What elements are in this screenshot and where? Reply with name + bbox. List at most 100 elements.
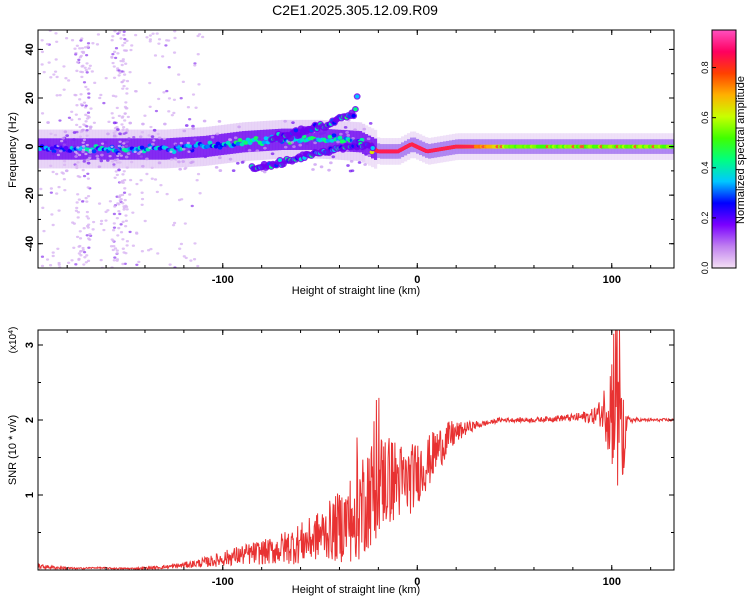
noise-speck xyxy=(162,91,166,94)
chart-title: C2E1.2025.305.12.09.R09 xyxy=(272,2,438,18)
noise-speck xyxy=(203,155,208,159)
noise-speck xyxy=(113,256,117,259)
noise-speck xyxy=(91,220,96,224)
noise-speck xyxy=(115,216,119,220)
noise-speck xyxy=(123,119,127,122)
noise-speck xyxy=(349,159,354,163)
noise-speck xyxy=(124,214,128,217)
noise-speck xyxy=(56,153,61,157)
noise-speck xyxy=(85,200,89,203)
noise-speck xyxy=(119,223,123,226)
band-core xyxy=(325,138,331,143)
noise-speck xyxy=(184,256,188,260)
noise-speck xyxy=(201,35,205,39)
noise-speck xyxy=(148,34,152,37)
snr-x-tick-label: 100 xyxy=(603,576,621,588)
noise-speck xyxy=(153,178,158,181)
noise-speck xyxy=(121,60,125,63)
noise-speck xyxy=(193,242,197,245)
noise-speck xyxy=(128,70,132,74)
band-core xyxy=(263,136,269,141)
noise-speck xyxy=(125,79,130,83)
noise-speck xyxy=(311,168,315,171)
noise-speck xyxy=(124,224,128,228)
snr-x-tick-label: -100 xyxy=(212,576,234,588)
noise-speck xyxy=(122,33,126,37)
noise-speck xyxy=(86,194,91,198)
noise-speck xyxy=(84,85,88,89)
noise-speck xyxy=(137,152,141,155)
noise-speck xyxy=(63,140,68,144)
noise-speck xyxy=(120,123,124,126)
noise-speck xyxy=(75,235,80,239)
noise-speck xyxy=(179,242,184,246)
noise-speck xyxy=(173,30,177,33)
noise-speck xyxy=(150,135,155,139)
noise-speck xyxy=(151,142,155,146)
noise-speck xyxy=(124,144,129,148)
snr-y-tick-label: 2 xyxy=(24,417,36,423)
noise-speck xyxy=(133,150,137,154)
noise-speck xyxy=(125,166,129,169)
noise-speck xyxy=(139,155,143,158)
noise-speck xyxy=(157,161,162,165)
noise-speck xyxy=(85,62,89,65)
noise-speck xyxy=(63,188,67,192)
noise-speck xyxy=(65,37,69,40)
noise-speck xyxy=(183,167,187,171)
noise-speck xyxy=(67,261,71,264)
noise-speck xyxy=(74,209,78,212)
noise-speck xyxy=(76,211,81,214)
noise-speck xyxy=(85,125,89,128)
noise-speck xyxy=(125,240,130,243)
noise-speck xyxy=(74,263,78,266)
noise-speck xyxy=(196,264,200,268)
noise-speck xyxy=(110,56,114,59)
noise-speck xyxy=(42,70,46,74)
noise-speck xyxy=(49,187,53,190)
noise-speck xyxy=(121,87,125,90)
noise-speck xyxy=(124,219,128,223)
noise-speck xyxy=(103,141,108,144)
noise-speck xyxy=(70,39,75,42)
noise-speck xyxy=(84,196,88,200)
noise-speck xyxy=(97,202,102,205)
noise-speck xyxy=(363,163,367,166)
band-core xyxy=(207,140,213,145)
noise-speck xyxy=(40,112,45,115)
noise-speck xyxy=(129,178,133,182)
snr-line xyxy=(38,330,674,570)
band-body xyxy=(260,129,264,152)
snr-scale-suffix: ) xyxy=(8,327,19,330)
noise-speck xyxy=(55,94,59,97)
noise-speck xyxy=(99,159,104,163)
noise-speck xyxy=(148,81,152,85)
noise-speck xyxy=(115,259,119,262)
noise-speck xyxy=(85,215,89,218)
noise-speck xyxy=(313,141,317,145)
noise-speck xyxy=(319,165,324,169)
noise-speck xyxy=(86,114,90,118)
noise-speck xyxy=(77,258,81,261)
noise-speck xyxy=(84,261,88,264)
noise-speck xyxy=(102,228,106,232)
noise-speck xyxy=(124,155,129,159)
noise-speck xyxy=(76,161,80,164)
noise-speck xyxy=(163,122,167,126)
noise-speck xyxy=(218,156,222,160)
noise-speck xyxy=(153,54,158,57)
noise-speck xyxy=(104,76,108,80)
noise-speck xyxy=(193,138,197,141)
noise-speck xyxy=(165,192,169,196)
noise-speck xyxy=(123,73,127,76)
noise-speck xyxy=(149,247,153,251)
noise-speck xyxy=(76,216,80,219)
band-body xyxy=(263,129,267,152)
noise-speck xyxy=(81,64,85,68)
band-core xyxy=(331,133,337,138)
noise-speck xyxy=(231,169,236,173)
noise-speck xyxy=(140,131,145,134)
noise-speck xyxy=(48,264,53,267)
spectrogram-x-tick-label: -100 xyxy=(212,274,234,286)
noise-speck xyxy=(118,212,122,216)
